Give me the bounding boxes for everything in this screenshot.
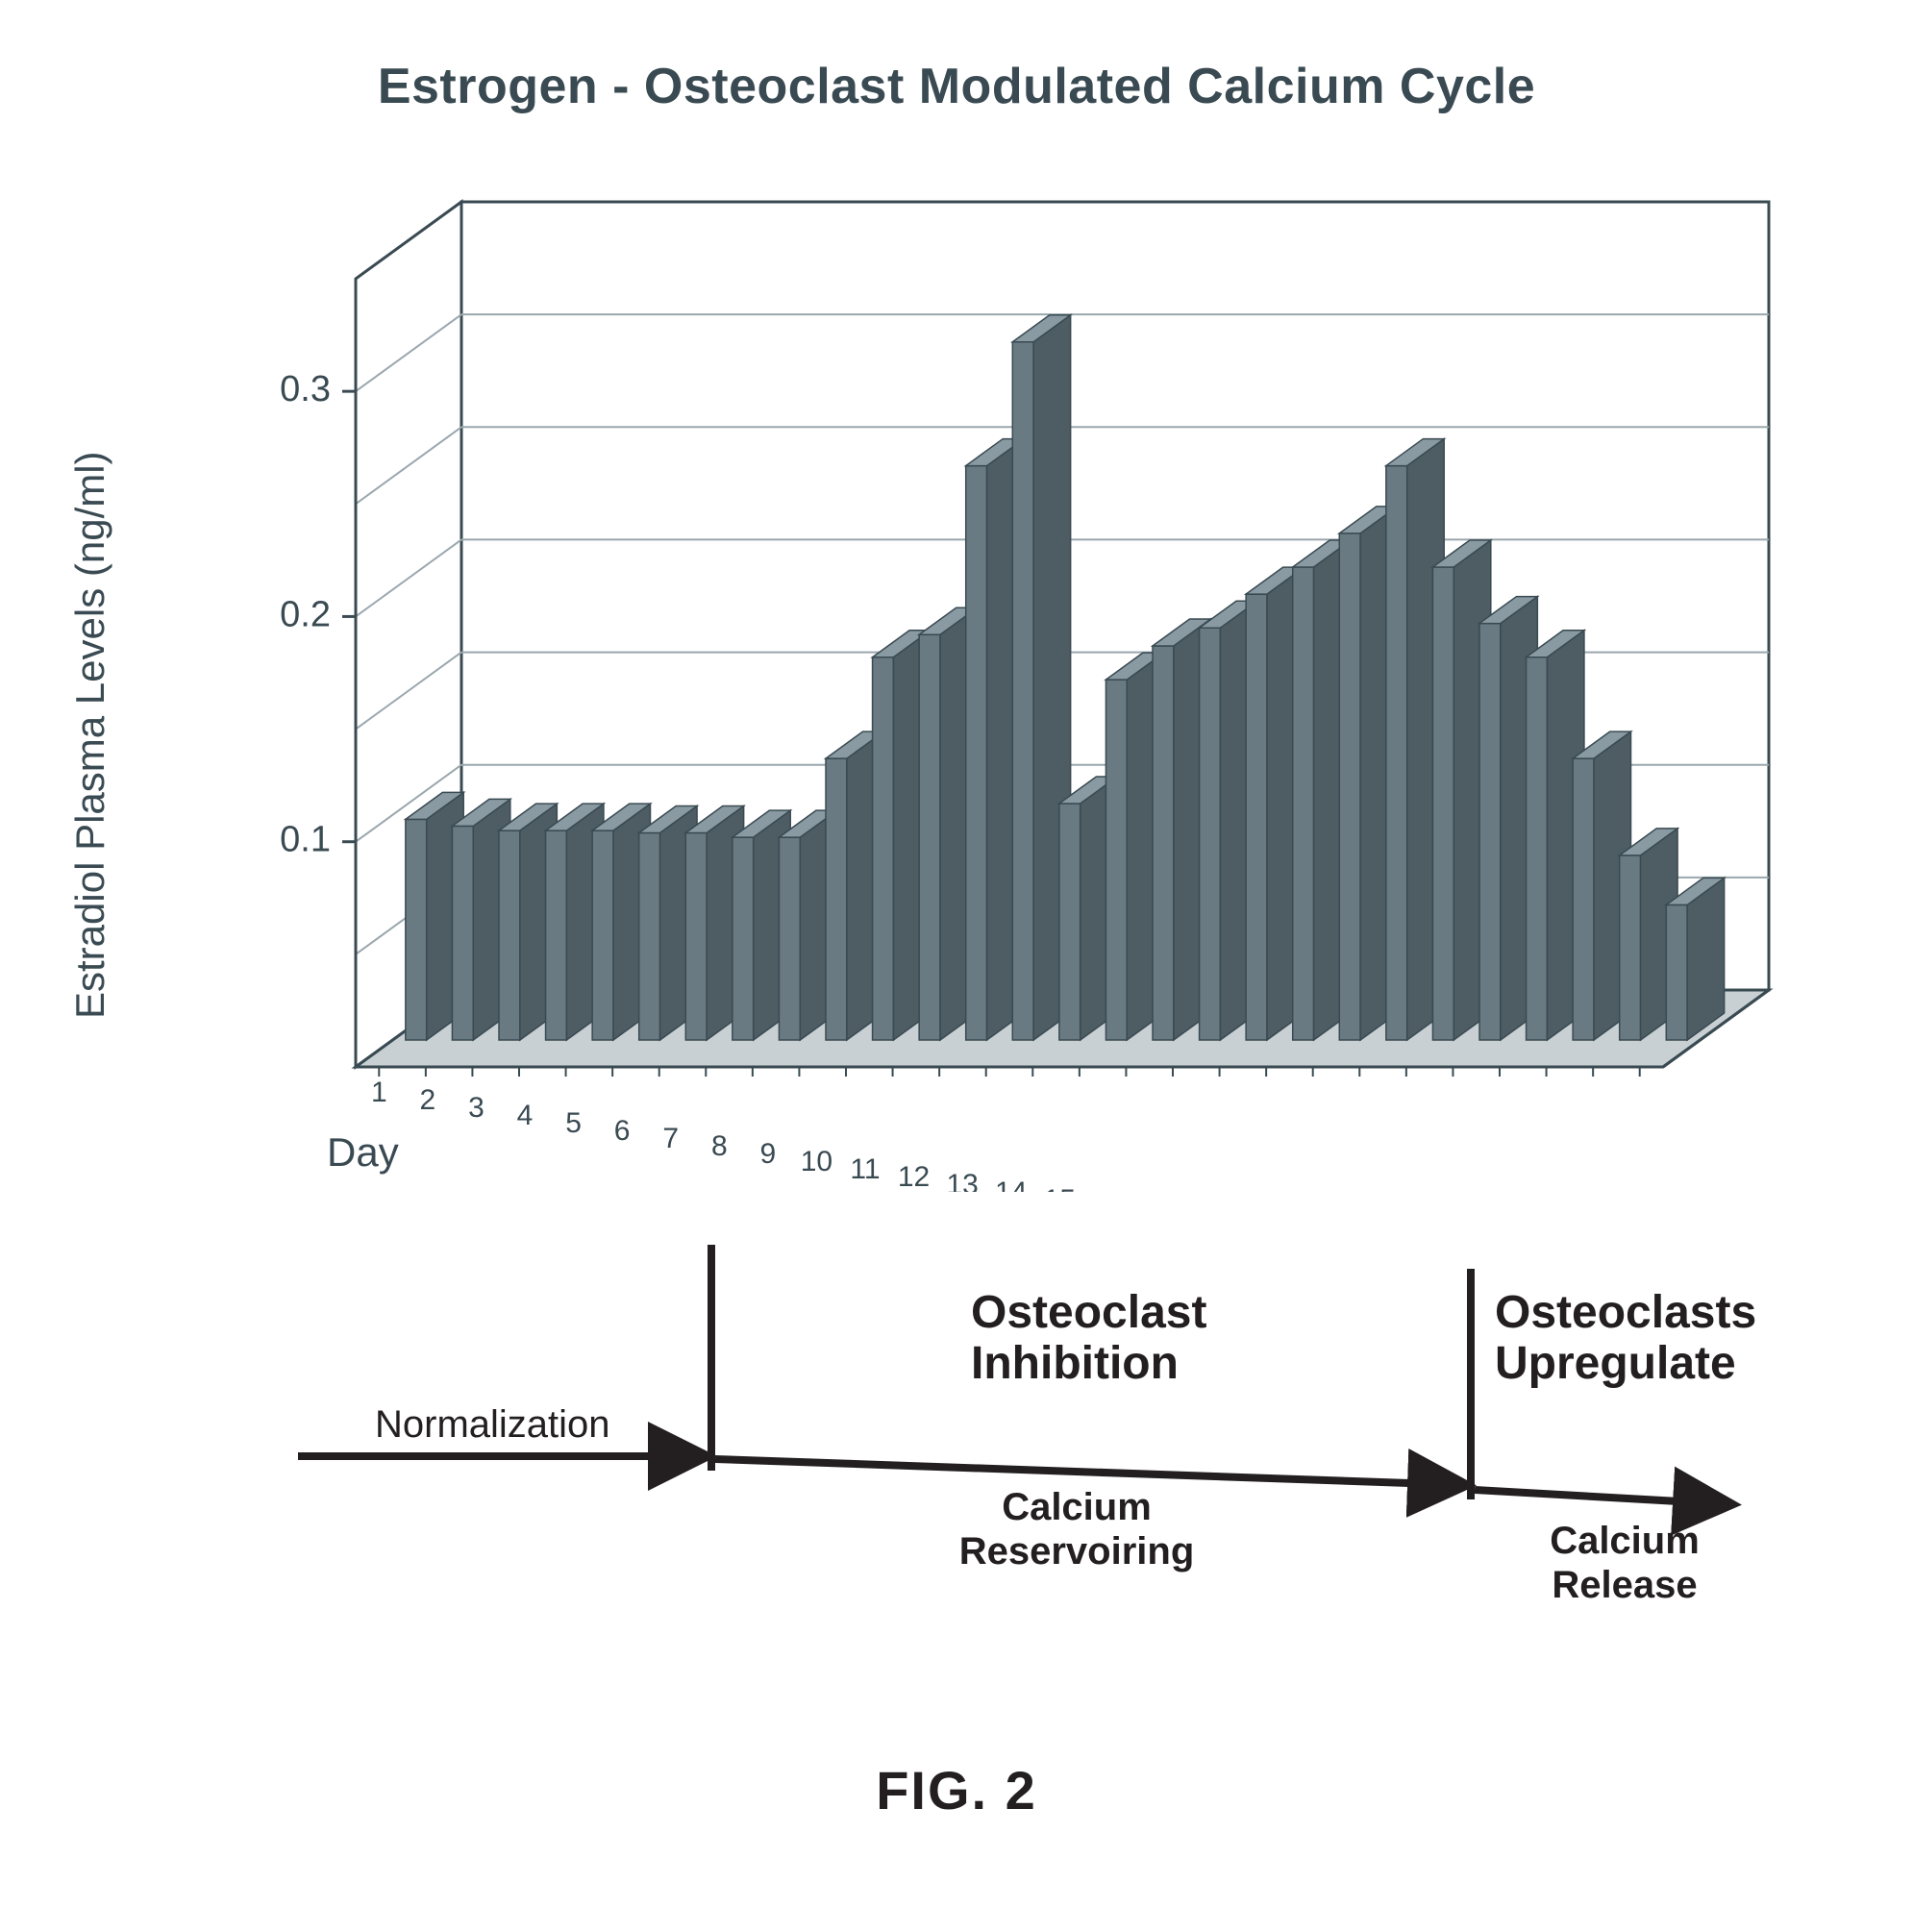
svg-text:1: 1	[371, 1077, 387, 1108]
svg-text:15: 15	[1044, 1184, 1076, 1192]
svg-text:3: 3	[468, 1092, 484, 1124]
phase-upregulate-label: OsteoclastsUpregulate	[1495, 1288, 1756, 1390]
svg-text:5: 5	[565, 1107, 582, 1139]
x-axis-label: Day	[327, 1129, 399, 1176]
phase-release-label: CalciumRelease	[1509, 1519, 1740, 1607]
phase-inhibition-label: OsteoclastInhibition	[971, 1288, 1206, 1390]
svg-text:2: 2	[420, 1084, 436, 1116]
svg-text:12: 12	[898, 1161, 930, 1192]
phase-inhibition-text: OsteoclastInhibition	[971, 1287, 1206, 1389]
phase-annotations: Normalization OsteoclastInhibition Calci…	[135, 1230, 1788, 1711]
phase-normalization-label: Normalization	[375, 1403, 610, 1447]
svg-text:10: 10	[801, 1146, 832, 1177]
svg-text:13: 13	[946, 1169, 978, 1192]
svg-text:0.3: 0.3	[280, 369, 331, 409]
svg-text:0.1: 0.1	[280, 820, 331, 860]
svg-text:6: 6	[614, 1115, 631, 1147]
figure-label: FIG. 2	[0, 1759, 1913, 1821]
svg-text:14: 14	[995, 1177, 1027, 1192]
phase-reservoiring-text: CalciumReservoiring	[959, 1486, 1195, 1573]
phase-upregulate-text: OsteoclastsUpregulate	[1495, 1287, 1756, 1389]
svg-text:7: 7	[662, 1123, 679, 1154]
page-root: Estrogen - Osteoclast Modulated Calcium …	[0, 0, 1913, 1932]
svg-text:8: 8	[711, 1130, 728, 1162]
chart-area: 0.10.20.31234567891011121314151617181920…	[135, 173, 1788, 1192]
svg-text:4: 4	[517, 1100, 534, 1131]
svg-text:0.2: 0.2	[280, 594, 331, 634]
svg-text:11: 11	[850, 1153, 880, 1185]
y-axis-label: Estradiol Plasma Levels (ng/ml)	[67, 451, 113, 1019]
phase-release-text: CalciumRelease	[1550, 1520, 1700, 1606]
chart-title: Estrogen - Osteoclast Modulated Calcium …	[0, 58, 1913, 115]
phase-reservoiring-label: CalciumReservoiring	[932, 1485, 1221, 1573]
svg-text:9: 9	[760, 1138, 777, 1170]
bar-chart-3d: 0.10.20.31234567891011121314151617181920…	[135, 173, 1788, 1192]
